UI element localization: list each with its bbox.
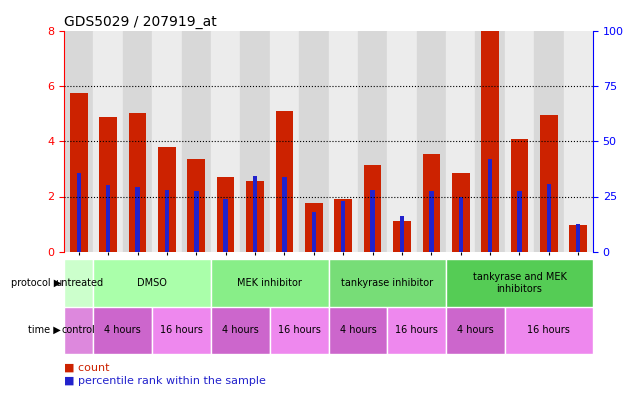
Bar xyxy=(422,154,440,252)
Bar xyxy=(534,31,563,252)
Bar xyxy=(358,31,387,252)
Text: tankyrase inhibitor: tankyrase inhibitor xyxy=(341,278,433,288)
Bar xyxy=(282,177,287,252)
Bar xyxy=(393,221,411,252)
Bar xyxy=(429,191,433,252)
Bar xyxy=(335,199,352,252)
Bar xyxy=(446,307,505,354)
Text: 4 hours: 4 hours xyxy=(340,325,376,335)
Bar xyxy=(576,224,581,252)
Bar xyxy=(158,147,176,252)
Bar xyxy=(94,31,123,252)
Bar xyxy=(211,307,270,354)
Bar xyxy=(563,31,593,252)
Bar xyxy=(246,182,264,252)
Bar xyxy=(240,31,270,252)
Bar xyxy=(505,31,534,252)
Bar xyxy=(270,307,328,354)
Bar xyxy=(312,211,316,252)
Text: ■ percentile rank within the sample: ■ percentile rank within the sample xyxy=(64,376,266,386)
Bar xyxy=(224,199,228,252)
Bar xyxy=(511,139,528,252)
Bar xyxy=(211,259,328,307)
Bar xyxy=(153,31,181,252)
Text: 4 hours: 4 hours xyxy=(457,325,494,335)
Bar xyxy=(165,189,169,252)
Bar xyxy=(505,307,593,354)
Bar xyxy=(417,31,446,252)
Bar xyxy=(94,259,211,307)
Text: 16 hours: 16 hours xyxy=(528,325,570,335)
Text: MEK inhibitor: MEK inhibitor xyxy=(237,278,302,288)
Bar xyxy=(188,160,205,252)
Bar xyxy=(364,165,381,252)
Bar xyxy=(64,307,94,354)
Bar xyxy=(341,200,345,252)
Bar xyxy=(370,189,375,252)
Bar xyxy=(481,31,499,252)
Text: GDS5029 / 207919_at: GDS5029 / 207919_at xyxy=(64,15,217,29)
Bar xyxy=(217,177,235,252)
Bar xyxy=(211,31,240,252)
Text: tankyrase and MEK
inhibitors: tankyrase and MEK inhibitors xyxy=(472,272,567,294)
Bar xyxy=(446,259,593,307)
Bar xyxy=(488,160,492,252)
Bar xyxy=(569,226,587,252)
Bar xyxy=(270,31,299,252)
Bar xyxy=(99,117,117,252)
Text: DMSO: DMSO xyxy=(137,278,167,288)
Bar xyxy=(194,191,199,252)
Bar xyxy=(129,113,146,252)
Bar xyxy=(517,191,522,252)
Bar xyxy=(181,31,211,252)
Text: time ▶: time ▶ xyxy=(28,325,61,335)
Text: 16 hours: 16 hours xyxy=(160,325,203,335)
Bar xyxy=(547,184,551,252)
Bar xyxy=(400,216,404,252)
Text: protocol ▶: protocol ▶ xyxy=(11,278,61,288)
Bar xyxy=(76,173,81,252)
Text: untreated: untreated xyxy=(54,278,103,288)
Bar xyxy=(64,31,94,252)
Bar xyxy=(387,307,446,354)
Text: 16 hours: 16 hours xyxy=(395,325,438,335)
Bar xyxy=(123,31,153,252)
Bar xyxy=(387,31,417,252)
Bar xyxy=(305,204,322,252)
Bar xyxy=(458,196,463,252)
Bar xyxy=(135,187,140,252)
Bar xyxy=(94,307,153,354)
Bar xyxy=(476,31,505,252)
Text: ■ count: ■ count xyxy=(64,362,110,373)
Bar xyxy=(64,259,94,307)
Bar xyxy=(276,111,294,252)
Bar xyxy=(328,259,446,307)
Bar xyxy=(299,31,328,252)
Bar xyxy=(328,31,358,252)
Bar xyxy=(452,173,469,252)
Text: 4 hours: 4 hours xyxy=(222,325,259,335)
Text: 16 hours: 16 hours xyxy=(278,325,320,335)
Bar xyxy=(153,307,211,354)
Text: control: control xyxy=(62,325,96,335)
Bar xyxy=(253,176,257,252)
Text: 4 hours: 4 hours xyxy=(104,325,141,335)
Bar xyxy=(106,185,110,252)
Bar xyxy=(328,307,387,354)
Bar xyxy=(540,116,558,252)
Bar xyxy=(446,31,476,252)
Bar xyxy=(70,93,88,252)
